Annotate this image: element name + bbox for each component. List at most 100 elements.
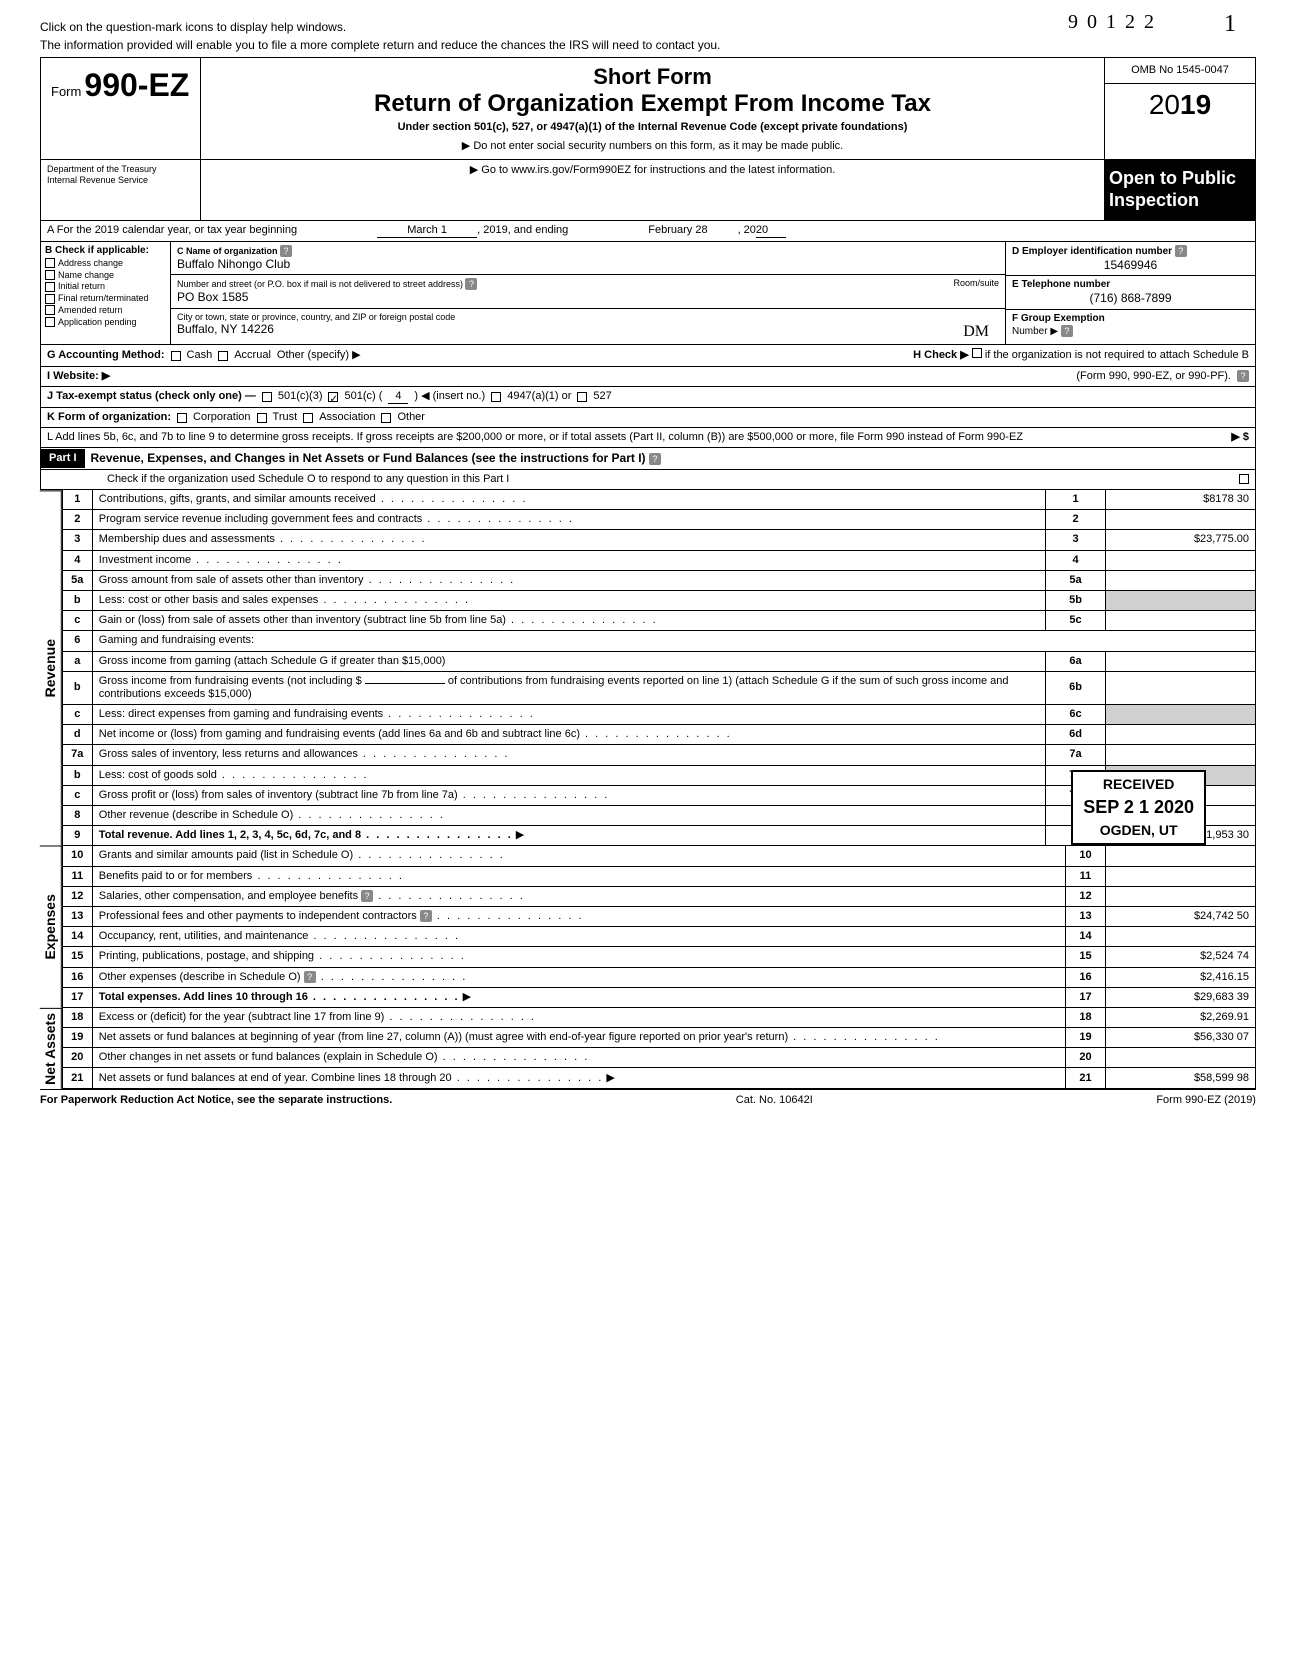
expenses-side-label: Expenses bbox=[40, 846, 62, 1008]
chk-4947[interactable] bbox=[491, 392, 501, 402]
line-num: c bbox=[62, 611, 92, 631]
line-1-amt: $8178 30 bbox=[1106, 490, 1256, 510]
chk-h[interactable] bbox=[972, 348, 982, 358]
row-j-tax-status: J Tax-exempt status (check only one) — 5… bbox=[40, 387, 1256, 408]
line-10-desc: Grants and similar amounts paid (list in… bbox=[92, 846, 1065, 866]
lbl-trust: Trust bbox=[273, 411, 298, 424]
chk-accrual[interactable] bbox=[218, 351, 228, 361]
h-sub: (Form 990, 990-EZ, or 990-PF). bbox=[1076, 370, 1231, 383]
line-num: 12 bbox=[62, 886, 92, 906]
section-b-checkboxes: B Check if applicable: Address change Na… bbox=[41, 242, 171, 345]
help-icon[interactable]: ? bbox=[304, 971, 316, 983]
line-num: 10 bbox=[62, 846, 92, 866]
lbl-corporation: Corporation bbox=[193, 411, 250, 424]
year-bold: 19 bbox=[1180, 89, 1211, 120]
part-1-check-row: Check if the organization used Schedule … bbox=[40, 470, 1256, 490]
chk-initial-return[interactable] bbox=[45, 282, 55, 292]
line-18-desc: Excess or (deficit) for the year (subtra… bbox=[92, 1008, 1065, 1028]
line-11-amt bbox=[1106, 866, 1256, 886]
chk-trust[interactable] bbox=[257, 413, 267, 423]
line-box: 3 bbox=[1046, 530, 1106, 550]
line-12-amt bbox=[1106, 886, 1256, 906]
lbl-final-return: Final return/terminated bbox=[58, 293, 149, 304]
expenses-section: Expenses 10Grants and similar amounts pa… bbox=[40, 846, 1256, 1008]
line-9-desc: Total revenue. Add lines 1, 2, 3, 4, 5c,… bbox=[99, 829, 513, 841]
line-7a-desc: Gross sales of inventory, less returns a… bbox=[99, 748, 510, 760]
room-label: Room/suite bbox=[953, 278, 999, 289]
help-icon[interactable]: ? bbox=[1061, 325, 1073, 337]
line-3-desc: Membership dues and assessments bbox=[92, 530, 1045, 550]
chk-final-return[interactable] bbox=[45, 294, 55, 304]
subtitle: Under section 501(c), 527, or 4947(a)(1)… bbox=[211, 121, 1094, 134]
line-19-amt: $56,330 07 bbox=[1106, 1028, 1256, 1048]
line-box: 12 bbox=[1066, 886, 1106, 906]
line-num: 8 bbox=[62, 806, 92, 826]
line-13-desc: Professional fees and other payments to … bbox=[99, 910, 417, 922]
form-number-box: Form 990-EZ bbox=[41, 58, 201, 160]
chk-association[interactable] bbox=[303, 413, 313, 423]
help-icon[interactable]: ? bbox=[361, 890, 373, 902]
line-21-desc: Net assets or fund balances at end of ye… bbox=[99, 1072, 604, 1084]
line-6c-desc: Less: direct expenses from gaming and fu… bbox=[99, 708, 535, 720]
line-5b-desc: Less: cost or other basis and sales expe… bbox=[99, 594, 470, 606]
line-17-amt: $29,683 39 bbox=[1106, 987, 1256, 1007]
lbl-application-pending: Application pending bbox=[58, 317, 137, 328]
right-info-col: D Employer identification number ? 15469… bbox=[1005, 242, 1255, 345]
line-17-desc: Total expenses. Add lines 10 through 16 bbox=[99, 991, 460, 1003]
stamp-date: 9 0 1 2 2 bbox=[1068, 10, 1156, 34]
mid-box: 7a bbox=[1046, 745, 1106, 765]
line-1-desc: Contributions, gifts, grants, and simila… bbox=[92, 490, 1045, 510]
help-icon[interactable]: ? bbox=[649, 453, 661, 465]
h-text: if the organization is not required to a… bbox=[985, 349, 1249, 361]
chk-schedule-o[interactable] bbox=[1239, 474, 1249, 484]
chk-527[interactable] bbox=[577, 392, 587, 402]
row-g-accounting: G Accounting Method: Cash Accrual Other … bbox=[40, 345, 1256, 366]
mid-box: 5b bbox=[1046, 590, 1106, 610]
chk-name-change[interactable] bbox=[45, 270, 55, 280]
line-num: 15 bbox=[62, 947, 92, 967]
line-3-amt: $23,775.00 bbox=[1106, 530, 1256, 550]
line-box: 6d bbox=[1046, 725, 1106, 745]
j-label: J Tax-exempt status (check only one) — bbox=[47, 390, 256, 403]
chk-other-org[interactable] bbox=[381, 413, 391, 423]
part-1-check-text: Check if the organization used Schedule … bbox=[107, 473, 509, 486]
org-info-grid: B Check if applicable: Address change Na… bbox=[40, 242, 1256, 346]
chk-corporation[interactable] bbox=[177, 413, 187, 423]
addr-label: Number and street (or P.O. box if mail i… bbox=[177, 279, 463, 289]
line-box: 5c bbox=[1046, 611, 1106, 631]
line-8-desc: Other revenue (describe in Schedule O) bbox=[92, 806, 1045, 826]
chk-501c[interactable] bbox=[328, 392, 338, 402]
help-icon[interactable]: ? bbox=[420, 910, 432, 922]
lbl-name-change: Name change bbox=[58, 270, 114, 281]
line-5a-desc: Gross amount from sale of assets other t… bbox=[99, 574, 515, 586]
part-1-header: Part I Revenue, Expenses, and Changes in… bbox=[40, 448, 1256, 469]
ssn-note: ▶ Do not enter social security numbers o… bbox=[211, 140, 1094, 153]
line-5b-amt bbox=[1106, 590, 1256, 610]
help-note-2: The information provided will enable you… bbox=[40, 38, 1256, 52]
line-num: a bbox=[62, 651, 92, 671]
line-num: 11 bbox=[62, 866, 92, 886]
part-1-title: Revenue, Expenses, and Changes in Net As… bbox=[91, 451, 646, 465]
help-icon[interactable]: ? bbox=[1237, 370, 1249, 382]
help-icon[interactable]: ? bbox=[1175, 245, 1187, 257]
open-public-box: Open to Public Inspection bbox=[1105, 160, 1255, 219]
h-label: H Check ▶ bbox=[913, 349, 969, 361]
chk-501c3[interactable] bbox=[262, 392, 272, 402]
g-label: G Accounting Method: bbox=[47, 349, 165, 362]
line-num: 2 bbox=[62, 510, 92, 530]
lbl-other-org: Other bbox=[397, 411, 425, 424]
revenue-side-label: Revenue bbox=[40, 490, 62, 846]
line-box: 19 bbox=[1066, 1028, 1106, 1048]
chk-cash[interactable] bbox=[171, 351, 181, 361]
help-icon[interactable]: ? bbox=[280, 245, 292, 257]
line-box: 15 bbox=[1066, 947, 1106, 967]
org-name-address: C Name of organization ? Buffalo Nihongo… bbox=[171, 242, 1005, 345]
form-number: 990-EZ bbox=[84, 67, 189, 103]
help-icon[interactable]: ? bbox=[465, 278, 477, 290]
chk-address-change[interactable] bbox=[45, 258, 55, 268]
line-num: c bbox=[62, 705, 92, 725]
city-state-zip: Buffalo, NY 14226 bbox=[177, 322, 274, 336]
chk-application-pending[interactable] bbox=[45, 317, 55, 327]
chk-amended-return[interactable] bbox=[45, 305, 55, 315]
tax-end-y2: 20 bbox=[756, 224, 786, 238]
